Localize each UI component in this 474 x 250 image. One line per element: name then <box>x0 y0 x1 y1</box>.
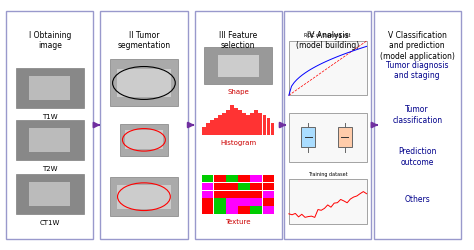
Bar <box>271 122 274 135</box>
Bar <box>201 128 206 135</box>
Bar <box>16 174 84 214</box>
Bar <box>201 175 213 182</box>
Bar <box>289 113 366 162</box>
Bar <box>250 206 262 214</box>
Text: Prediction
outcome: Prediction outcome <box>398 148 437 167</box>
Bar <box>238 182 250 190</box>
Text: I Obtaining
image: I Obtaining image <box>28 31 71 50</box>
Bar <box>226 206 238 214</box>
Bar <box>289 41 366 95</box>
Bar <box>6 11 93 239</box>
Bar <box>226 190 238 198</box>
Bar <box>263 206 274 214</box>
Text: II Tumor
segmentation: II Tumor segmentation <box>118 31 171 50</box>
Bar <box>263 115 266 135</box>
Text: T2W: T2W <box>42 166 57 172</box>
Text: Texture: Texture <box>226 219 251 225</box>
Bar <box>284 11 371 239</box>
Bar <box>289 180 366 224</box>
Text: III Feature
selection: III Feature selection <box>219 31 257 50</box>
Bar <box>242 113 246 135</box>
Bar <box>258 113 262 135</box>
Bar <box>301 128 315 147</box>
Bar <box>29 182 70 206</box>
Bar <box>238 206 250 214</box>
Text: T1W: T1W <box>42 114 57 120</box>
Bar <box>117 185 171 208</box>
Bar <box>214 190 226 198</box>
Bar <box>100 11 188 239</box>
Bar <box>201 190 213 198</box>
Bar <box>263 190 274 198</box>
Bar <box>226 182 238 190</box>
Bar <box>266 118 271 135</box>
Text: Training dataset: Training dataset <box>308 172 347 177</box>
Bar <box>250 175 262 182</box>
Bar <box>29 76 70 100</box>
Text: ROC of training set: ROC of training set <box>304 34 351 38</box>
Bar <box>255 110 258 135</box>
Bar <box>16 68 84 108</box>
Text: CT1W: CT1W <box>39 220 60 226</box>
Bar <box>263 198 274 206</box>
Bar <box>246 115 250 135</box>
Bar <box>263 182 274 190</box>
Bar <box>226 110 230 135</box>
Text: V Classification
and prediction
(model application): V Classification and prediction (model a… <box>380 31 455 61</box>
Bar <box>16 120 84 160</box>
Bar <box>214 118 218 135</box>
Bar <box>206 122 210 135</box>
Bar <box>263 175 274 182</box>
Bar <box>234 108 238 135</box>
Bar <box>230 105 234 135</box>
Bar <box>238 175 250 182</box>
Bar <box>210 120 214 135</box>
Bar <box>374 11 461 239</box>
Bar <box>201 182 213 190</box>
Text: IV Analysis
(model building): IV Analysis (model building) <box>296 31 359 50</box>
Bar <box>238 198 250 206</box>
Bar <box>338 128 352 147</box>
Bar <box>110 177 178 216</box>
Bar <box>29 128 70 152</box>
Bar <box>238 190 250 198</box>
Bar <box>214 175 226 182</box>
Bar <box>117 69 171 97</box>
Bar <box>120 124 168 156</box>
Bar <box>250 113 254 135</box>
Bar <box>218 54 259 77</box>
Bar <box>226 175 238 182</box>
Bar <box>195 11 282 239</box>
Bar <box>250 198 262 206</box>
Text: Tumor
classification: Tumor classification <box>392 106 442 125</box>
Text: Histogram: Histogram <box>220 140 256 146</box>
Bar <box>214 182 226 190</box>
Bar <box>214 198 226 206</box>
Text: Others: Others <box>404 195 430 204</box>
Bar <box>226 198 238 206</box>
Bar <box>250 190 262 198</box>
Bar <box>238 110 242 135</box>
Bar <box>218 115 222 135</box>
Bar <box>222 113 226 135</box>
Bar <box>125 130 163 150</box>
Text: Shape: Shape <box>228 89 249 95</box>
Text: Tumor diagnosis
and staging: Tumor diagnosis and staging <box>386 61 448 80</box>
Bar <box>250 182 262 190</box>
Bar <box>110 60 178 106</box>
Bar <box>214 206 226 214</box>
Bar <box>204 47 272 84</box>
Bar <box>201 198 213 206</box>
Bar <box>201 206 213 214</box>
